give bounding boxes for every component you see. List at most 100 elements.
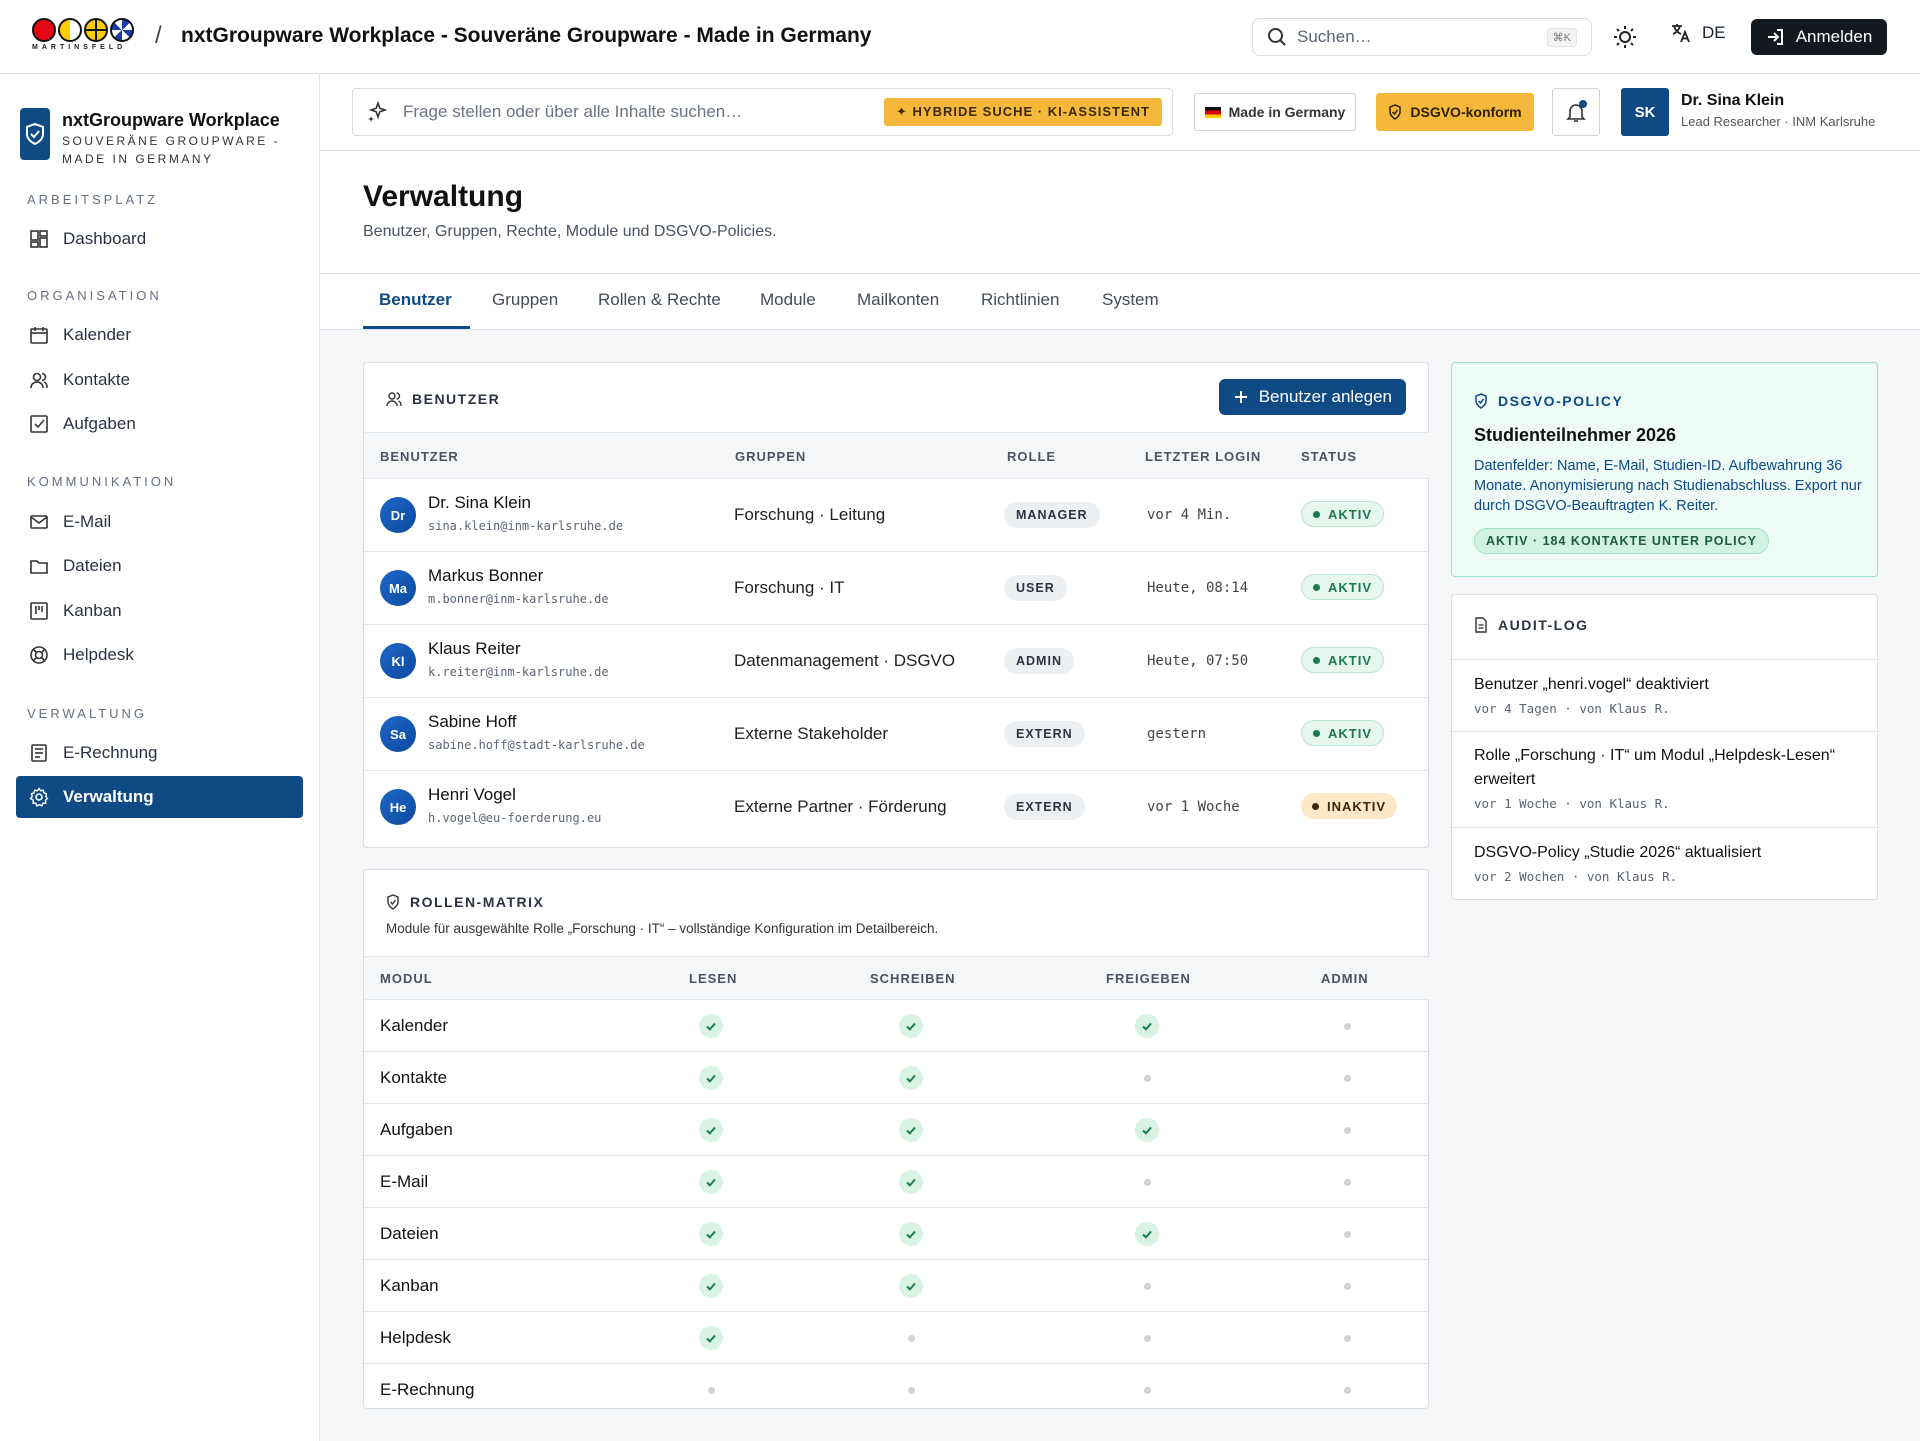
col-rolle[interactable]: ROLLE [1007, 449, 1057, 464]
matrix-row[interactable]: Dateien [364, 1207, 1429, 1259]
user-avatar[interactable]: SK [1621, 88, 1669, 136]
matrix-row[interactable]: E-Rechnung [364, 1363, 1429, 1415]
table-row[interactable]: He Henri Vogel h.vogel@eu-foerderung.eu … [364, 770, 1429, 843]
login-button[interactable]: Anmelden [1751, 19, 1887, 55]
permission-denied-dot[interactable] [1144, 1075, 1151, 1082]
notifications-button[interactable] [1552, 88, 1600, 136]
permission-granted-check-icon[interactable] [699, 1014, 723, 1038]
permission-denied-dot[interactable] [1144, 1179, 1151, 1186]
ai-mode-badge[interactable]: ✦ HYBRIDE SUCHE · KI-ASSISTENT [884, 98, 1162, 126]
permission-granted-check-icon[interactable] [1135, 1014, 1159, 1038]
table-row[interactable]: Dr Dr. Sina Klein sina.klein@inm-karlsru… [364, 478, 1429, 551]
tab-gruppen[interactable]: Gruppen [492, 290, 559, 309]
permission-granted-check-icon[interactable] [1135, 1118, 1159, 1142]
matrix-row[interactable]: Kontakte [364, 1051, 1429, 1103]
tab-system[interactable]: System [1102, 290, 1159, 309]
permission-granted-check-icon[interactable] [699, 1222, 723, 1246]
table-row[interactable]: Ma Markus Bonner m.bonner@inm-karlsruhe.… [364, 551, 1429, 624]
matrix-row[interactable]: Kanban [364, 1259, 1429, 1311]
matrix-row[interactable]: Helpdesk [364, 1311, 1429, 1363]
permission-denied-dot[interactable] [1144, 1387, 1151, 1394]
tab-module[interactable]: Module [760, 290, 816, 309]
permission-denied-dot[interactable] [1344, 1179, 1351, 1186]
matrix-row[interactable]: Kalender [364, 999, 1429, 1051]
user-row-name: Henri Vogel [428, 785, 516, 804]
col-status[interactable]: STATUS [1301, 449, 1358, 464]
theme-toggle-sun-icon[interactable] [1612, 24, 1638, 50]
user-row-email: sina.klein@inm-karlsruhe.de [428, 519, 624, 533]
audit-log-item[interactable]: DSGVO-Policy „Studie 2026“ aktualisiert … [1452, 827, 1879, 899]
permission-granted-check-icon[interactable] [699, 1170, 723, 1194]
tasks-icon [30, 415, 48, 433]
status-badge: INAKTIV [1301, 793, 1397, 819]
permission-denied-dot[interactable] [1344, 1335, 1351, 1342]
sidebar-item-kalender[interactable]: Kalender [16, 314, 303, 356]
matrix-module-name: Aufgaben [380, 1120, 453, 1139]
permission-granted-check-icon[interactable] [899, 1222, 923, 1246]
user-row-last-login: Heute, 07:50 [1147, 653, 1249, 669]
role-matrix-subtitle: Module für ausgewählte Rolle „Forschung … [386, 921, 939, 936]
user-row-name: Markus Bonner [428, 566, 544, 585]
sidebar-item-kanban[interactable]: Kanban [16, 590, 303, 632]
permission-denied-dot[interactable] [708, 1387, 715, 1394]
add-user-button[interactable]: Benutzer anlegen [1218, 379, 1406, 415]
matrix-row[interactable]: E-Mail [364, 1155, 1429, 1207]
tab-mailkonten[interactable]: Mailkonten [857, 290, 940, 309]
permission-granted-check-icon[interactable] [899, 1066, 923, 1090]
page-title: Verwaltung [363, 180, 524, 213]
user-row-email: k.reiter@inm-karlsruhe.de [428, 665, 609, 679]
dsgvo-policy-card[interactable]: DSGVO-POLICY Studienteilnehmer 2026 Date… [1451, 362, 1878, 577]
permission-denied-dot[interactable] [1344, 1387, 1351, 1394]
sidebar-item-verwaltung[interactable]: Verwaltung [16, 776, 303, 818]
permission-granted-check-icon[interactable] [699, 1118, 723, 1142]
audit-log-item[interactable]: Benutzer „henri.vogel“ deaktiviert vor 4… [1452, 659, 1879, 731]
permission-denied-dot[interactable] [908, 1335, 915, 1342]
col-gruppen[interactable]: GRUPPEN [735, 449, 807, 464]
permission-denied-dot[interactable] [1344, 1075, 1351, 1082]
audit-log-item[interactable]: Rolle „Forschung · IT“ um Modul „Helpdes… [1452, 731, 1879, 827]
sidebar-item-aufgaben[interactable]: Aufgaben [16, 403, 303, 445]
permission-granted-check-icon[interactable] [899, 1274, 923, 1298]
language-switcher[interactable]: DE [1670, 22, 1726, 44]
permission-granted-check-icon[interactable] [899, 1014, 923, 1038]
table-row[interactable]: Sa Sabine Hoff sabine.hoff@stadt-karlsru… [364, 697, 1429, 770]
sidebar-item-dashboard[interactable]: Dashboard [16, 218, 303, 260]
permission-denied-dot[interactable] [1144, 1283, 1151, 1290]
permission-denied-dot[interactable] [1344, 1023, 1351, 1030]
permission-denied-dot[interactable] [1344, 1127, 1351, 1134]
permission-granted-check-icon[interactable] [899, 1118, 923, 1142]
tab-richtlinien[interactable]: Richtlinien [981, 290, 1060, 309]
martinsfeld-logo[interactable]: MARTINSFELD [32, 18, 140, 54]
sidebar-item-dateien[interactable]: Dateien [16, 545, 303, 587]
col-letzter-login[interactable]: LETZTER LOGIN [1145, 449, 1262, 464]
sidebar-item-helpdesk[interactable]: Helpdesk [16, 634, 303, 676]
user-name[interactable]: Dr. Sina Klein [1681, 92, 1785, 109]
translate-icon [1672, 24, 1690, 43]
matrix-row[interactable]: Aufgaben [364, 1103, 1429, 1155]
document-icon [1475, 617, 1487, 633]
brand[interactable]: nxtGroupware Workplace SOUVERÄNE GROUPWA… [20, 108, 280, 167]
audit-log-title: AUDIT-LOG [1474, 617, 1589, 633]
sidebar-item-email[interactable]: E-Mail [16, 501, 303, 543]
permission-granted-check-icon[interactable] [1135, 1222, 1159, 1246]
permission-granted-check-icon[interactable] [899, 1170, 923, 1194]
permission-granted-check-icon[interactable] [699, 1274, 723, 1298]
permission-denied-dot[interactable] [908, 1387, 915, 1394]
ai-search-input[interactable]: Frage stellen oder über alle Inhalte suc… [352, 88, 1173, 136]
table-row[interactable]: Kl Klaus Reiter k.reiter@inm-karlsruhe.d… [364, 624, 1429, 697]
tab-rollen-rechte[interactable]: Rollen & Rechte [598, 290, 721, 309]
sidebar-item-kontakte[interactable]: Kontakte [16, 359, 303, 401]
permission-denied-dot[interactable] [1144, 1335, 1151, 1342]
sidebar-item-erechnung[interactable]: E-Rechnung [16, 732, 303, 774]
matrix-module-name: E-Mail [380, 1172, 429, 1191]
shield-check-icon [1475, 393, 1487, 409]
permission-granted-check-icon[interactable] [699, 1326, 723, 1350]
permission-denied-dot[interactable] [1344, 1231, 1351, 1238]
permission-granted-check-icon[interactable] [699, 1066, 723, 1090]
col-benutzer[interactable]: BENUTZER [380, 449, 459, 464]
tab-benutzer[interactable]: Benutzer [379, 290, 452, 309]
matrix-module-name: Kalender [380, 1016, 449, 1035]
permission-denied-dot[interactable] [1344, 1283, 1351, 1290]
user-row-email: sabine.hoff@stadt-karlsruhe.de [428, 738, 645, 752]
global-search-input[interactable]: Suchen… ⌘K [1252, 18, 1592, 56]
